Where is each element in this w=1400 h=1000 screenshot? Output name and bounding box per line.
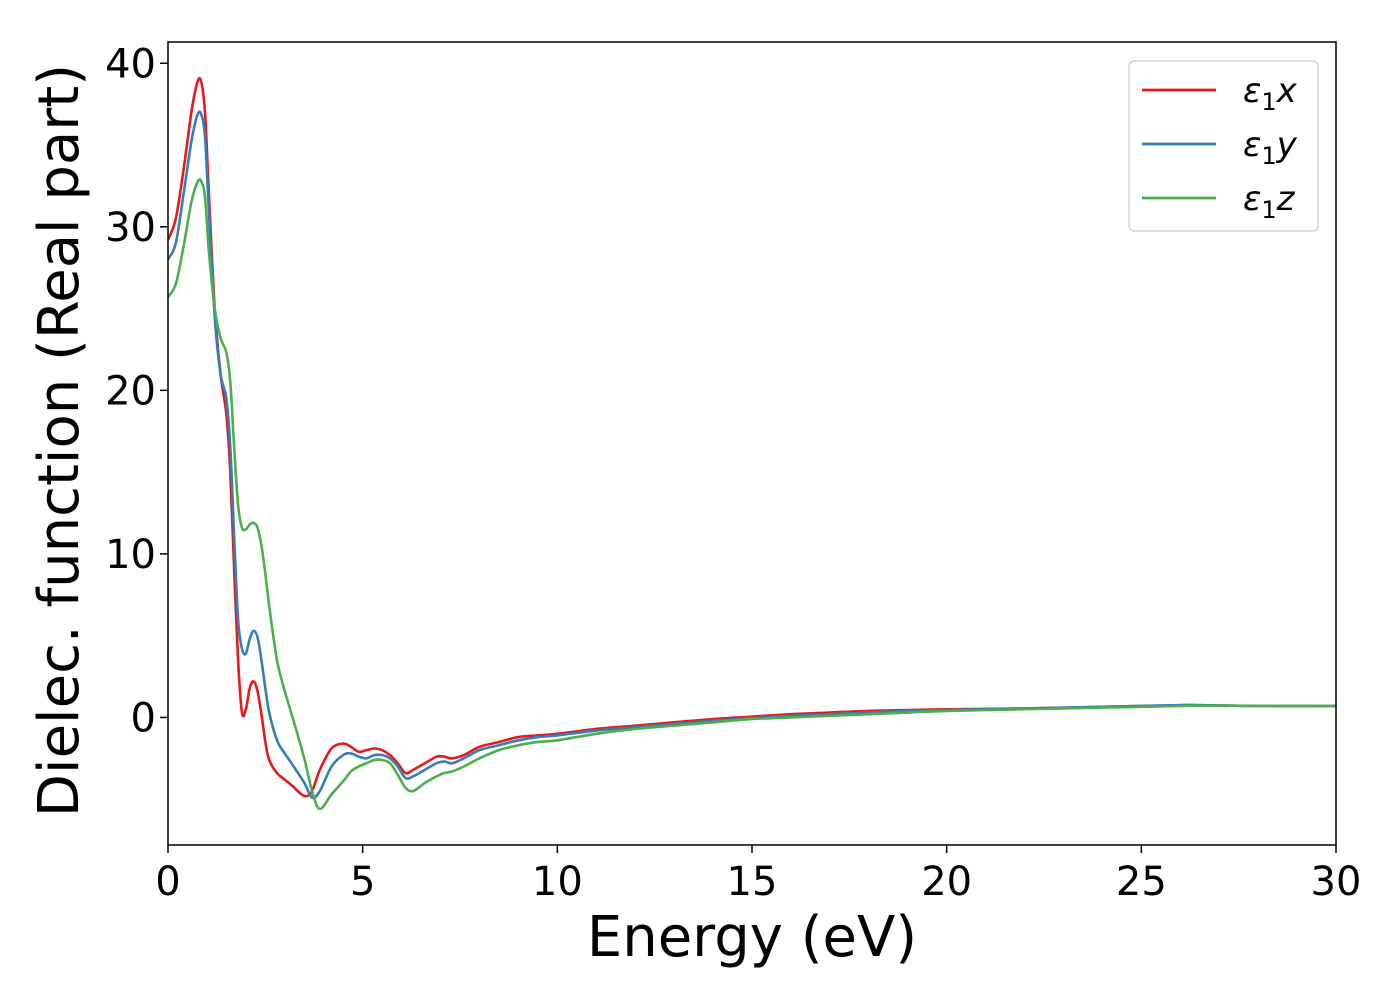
x-tick-label: 25 xyxy=(1116,859,1167,905)
x-axis-title: Energy (eV) xyxy=(587,905,917,970)
y-tick-label: 40 xyxy=(105,41,156,87)
series-line-z xyxy=(168,178,1336,811)
y-tick-label: 0 xyxy=(131,695,156,741)
y-tick-label: 20 xyxy=(105,368,156,414)
x-tick-label: 20 xyxy=(921,859,972,905)
legend: ε1x ε1y ε1z xyxy=(1128,60,1319,232)
x-tick-label: 0 xyxy=(155,859,180,905)
y-axis: 0 10 20 30 40 xyxy=(105,41,168,741)
y-axis-title: Dielec. function (Real part) xyxy=(27,64,92,817)
legend-label-z: ε1z xyxy=(1243,179,1296,224)
legend-label-x: ε1x xyxy=(1243,71,1298,116)
y-tick-label: 30 xyxy=(105,205,156,251)
x-tick-label: 10 xyxy=(532,859,583,905)
legend-box xyxy=(1128,60,1319,232)
y-tick-label: 10 xyxy=(105,532,156,578)
plot-area xyxy=(168,76,1336,811)
x-tick-label: 30 xyxy=(1311,859,1362,905)
x-tick-label: 5 xyxy=(350,859,375,905)
legend-label-y: ε1y xyxy=(1243,125,1298,170)
x-tick-label: 15 xyxy=(727,859,778,905)
x-axis: 0 5 10 15 20 25 30 xyxy=(155,845,1361,905)
series-line-x xyxy=(168,76,1336,798)
